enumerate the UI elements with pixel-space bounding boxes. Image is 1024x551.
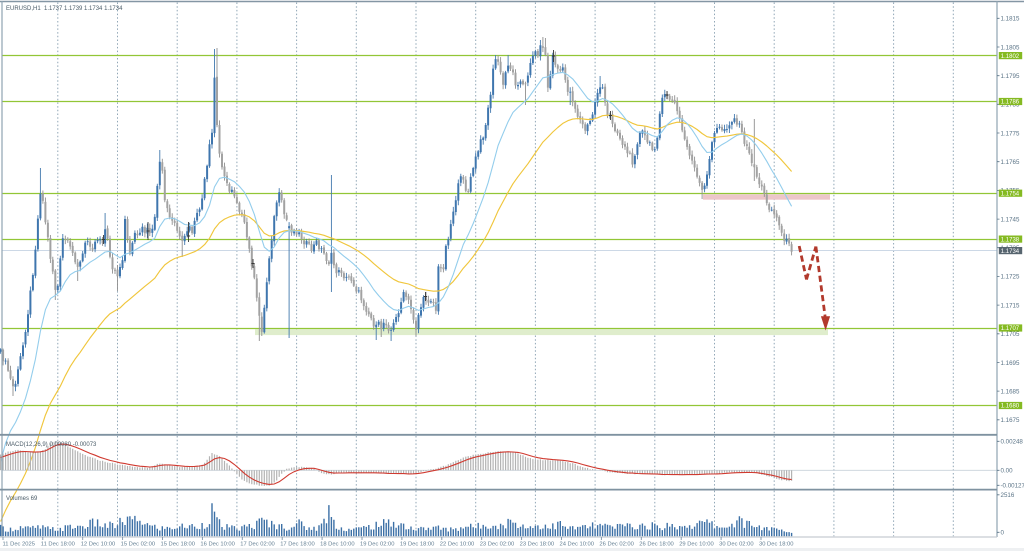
svg-text:Volumes 69: Volumes 69 <box>6 496 38 502</box>
svg-text:17 Dec 02:00: 17 Dec 02:00 <box>240 542 274 548</box>
svg-text:30 Dec 18:00: 30 Dec 18:00 <box>759 542 793 548</box>
svg-text:24 Dec 10:00: 24 Dec 10:00 <box>560 542 594 548</box>
svg-text:19 Dec 18:00: 19 Dec 18:00 <box>400 542 434 548</box>
svg-text:1.1754: 1.1754 <box>1001 191 1020 197</box>
svg-text:1.1695: 1.1695 <box>1001 360 1020 367</box>
svg-text:12 Dec 10:00: 12 Dec 10:00 <box>81 542 115 548</box>
svg-text:1.1734: 1.1734 <box>1001 249 1020 255</box>
svg-text:1.1805: 1.1805 <box>1001 44 1020 51</box>
svg-text:0.00248: 0.00248 <box>1001 439 1024 446</box>
svg-text:-0.00127: -0.00127 <box>1001 483 1024 490</box>
svg-text:22 Dec 10:00: 22 Dec 10:00 <box>440 542 474 548</box>
svg-text:0: 0 <box>1001 530 1005 537</box>
svg-text:30 Dec 02:00: 30 Dec 02:00 <box>719 542 753 548</box>
svg-text:MACD(12,26,9) 0.00080 -0.00073: MACD(12,26,9) 0.00080 -0.00073 <box>6 442 97 448</box>
svg-text:23 Dec 02:00: 23 Dec 02:00 <box>480 542 514 548</box>
svg-text:17 Dec 18:00: 17 Dec 18:00 <box>280 542 314 548</box>
svg-text:0.00: 0.00 <box>1001 468 1014 475</box>
svg-text:16 Dec 10:00: 16 Dec 10:00 <box>200 542 234 548</box>
svg-text:1.1685: 1.1685 <box>1001 388 1020 395</box>
svg-text:1.1675: 1.1675 <box>1001 417 1020 424</box>
svg-text:26 Dec 02:00: 26 Dec 02:00 <box>599 542 633 548</box>
svg-text:1.1786: 1.1786 <box>1001 100 1020 106</box>
svg-text:1.1802: 1.1802 <box>1001 54 1020 60</box>
svg-text:1.1725: 1.1725 <box>1001 274 1020 281</box>
svg-text:1.1705: 1.1705 <box>1001 331 1020 338</box>
svg-text:2516: 2516 <box>1001 492 1015 499</box>
svg-text:1.1745: 1.1745 <box>1001 216 1020 223</box>
svg-text:15 Dec 02:00: 15 Dec 02:00 <box>121 542 155 548</box>
svg-text:23 Dec 18:00: 23 Dec 18:00 <box>520 542 554 548</box>
svg-text:29 Dec 10:00: 29 Dec 10:00 <box>679 542 713 548</box>
svg-text:1.1707: 1.1707 <box>1001 326 1020 332</box>
svg-text:1.1738: 1.1738 <box>1001 237 1020 243</box>
svg-text:11 Dec 2025: 11 Dec 2025 <box>3 542 35 548</box>
svg-text:19 Dec 02:00: 19 Dec 02:00 <box>360 542 394 548</box>
svg-text:EURUSD,H1 1.1737 1.1739 1.173: EURUSD,H1 1.1737 1.1739 1.1734 1.1734 <box>6 6 123 12</box>
svg-text:1.1815: 1.1815 <box>1001 16 1020 23</box>
svg-text:1.1765: 1.1765 <box>1001 159 1020 166</box>
svg-text:11 Dec 18:00: 11 Dec 18:00 <box>41 542 75 548</box>
svg-text:1.1775: 1.1775 <box>1001 130 1020 137</box>
svg-text:1.1795: 1.1795 <box>1001 73 1020 80</box>
svg-text:15 Dec 18:00: 15 Dec 18:00 <box>161 542 195 548</box>
svg-text:18 Dec 10:00: 18 Dec 10:00 <box>320 542 354 548</box>
svg-text:26 Dec 18:00: 26 Dec 18:00 <box>639 542 673 548</box>
svg-text:1.1715: 1.1715 <box>1001 302 1020 309</box>
svg-text:1.1680: 1.1680 <box>1001 404 1020 410</box>
